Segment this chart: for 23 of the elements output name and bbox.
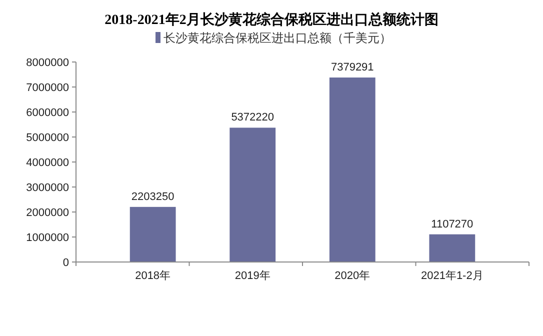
bar	[329, 78, 376, 262]
data-label: 2203250	[131, 190, 174, 203]
y-tick-label: 8000000	[26, 57, 69, 69]
chart-title: 2018-2021年2月长沙黄花综合保税区进出口总额统计图	[104, 11, 438, 28]
y-tick-label: 0	[62, 257, 69, 269]
data-label: 7379291	[330, 62, 374, 74]
x-tick-label: 2020年	[334, 270, 370, 282]
bar	[130, 206, 176, 262]
bar	[230, 128, 276, 262]
x-tick-label: 2019年	[234, 270, 270, 282]
data-label: 5372220	[231, 112, 274, 124]
y-tick-label: 5000000	[26, 132, 69, 144]
y-tick-label: 1000000	[26, 232, 69, 244]
y-tick-label: 2000000	[26, 207, 69, 219]
legend-label: 长沙黄花综合保税区进出口总额（千美元）	[164, 31, 392, 45]
y-tick-label: 7000000	[26, 82, 69, 94]
x-tick-label: 2021年1-2月	[420, 270, 484, 282]
data-label: 1107270	[431, 218, 474, 230]
x-tick-label: 2018年	[135, 270, 171, 282]
y-tick-label: 3000000	[26, 182, 69, 194]
bar	[429, 234, 476, 262]
y-tick-label: 4000000	[26, 157, 69, 169]
y-tick-label: 6000000	[26, 107, 69, 119]
